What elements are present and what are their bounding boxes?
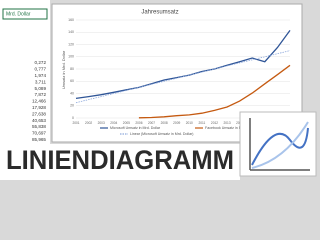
sheet-header: Mrd. Dollar	[6, 11, 31, 17]
x-tick-label: 2009	[173, 121, 180, 125]
y-tick-label: 60	[70, 79, 74, 83]
x-tick-label: 2008	[161, 121, 168, 125]
x-tick-label: 2006	[135, 121, 142, 125]
y-tick-label: 80	[70, 67, 74, 71]
sheet-cell: 0,272	[35, 60, 47, 65]
series-line	[138, 64, 291, 119]
sheet-cell: 7,872	[35, 92, 47, 97]
sheet-cell: 5,089	[35, 86, 47, 91]
icon-axes	[249, 118, 310, 171]
y-tick-label: 40	[70, 91, 74, 95]
y-tick-label: 120	[68, 42, 74, 46]
x-tick-label: 2013	[224, 121, 231, 125]
legend-label: Microsoft Umsatz in Mrd. Dollar	[110, 126, 161, 130]
icon-line	[251, 121, 309, 169]
chart-icon	[239, 111, 317, 177]
sheet-cell: 40,653	[32, 118, 46, 123]
sheet-cell: 17,928	[32, 105, 46, 110]
x-tick-label: 2010	[186, 121, 193, 125]
y-tick-label: 20	[70, 104, 74, 108]
page: {"sheet":{"header":"Mrd. Dollar","cells"…	[0, 0, 317, 180]
icon-line	[251, 127, 309, 166]
y-axis-label: Umsatz in Mrd. Dollar	[61, 50, 66, 89]
y-tick-label: 0	[72, 116, 74, 120]
series-line	[75, 50, 291, 104]
sheet-cell: 12,466	[32, 99, 46, 104]
sheet-cell: 1,974	[35, 73, 47, 78]
sheet-cell: 85,965	[32, 137, 46, 142]
x-tick-label: 2005	[123, 121, 130, 125]
sheet-cell: 0,777	[35, 67, 47, 72]
legend-label: Facebook Umsatz in Mrd. Dollar	[205, 126, 257, 130]
banner-title: LINIENDIAGRAMM	[6, 145, 234, 175]
y-tick-label: 160	[68, 18, 74, 22]
x-tick-label: 2012	[211, 121, 218, 125]
chart-title: Jahresumsatz	[141, 10, 178, 16]
x-tick-label: 2002	[85, 121, 92, 125]
x-tick-label: 2007	[148, 121, 155, 125]
y-tick-label: 140	[68, 30, 74, 34]
x-tick-label: 2011	[198, 121, 205, 125]
y-tick-label: 100	[68, 55, 74, 59]
legend-label: Linear (Microsoft Umsatz in Mrd. Dollar)	[130, 132, 194, 136]
x-tick-label: 2003	[98, 121, 105, 125]
banner-box	[0, 144, 240, 180]
sheet-cell: 27,638	[32, 111, 46, 116]
sheet-header-cell	[2, 8, 48, 20]
x-tick-label: 2001	[72, 121, 79, 125]
sheet-cell: 3,711	[35, 79, 47, 84]
x-tick-label: 2004	[110, 121, 117, 125]
sheet-cell: 70,697	[32, 131, 46, 136]
sheet-cell: 55,838	[32, 124, 46, 129]
